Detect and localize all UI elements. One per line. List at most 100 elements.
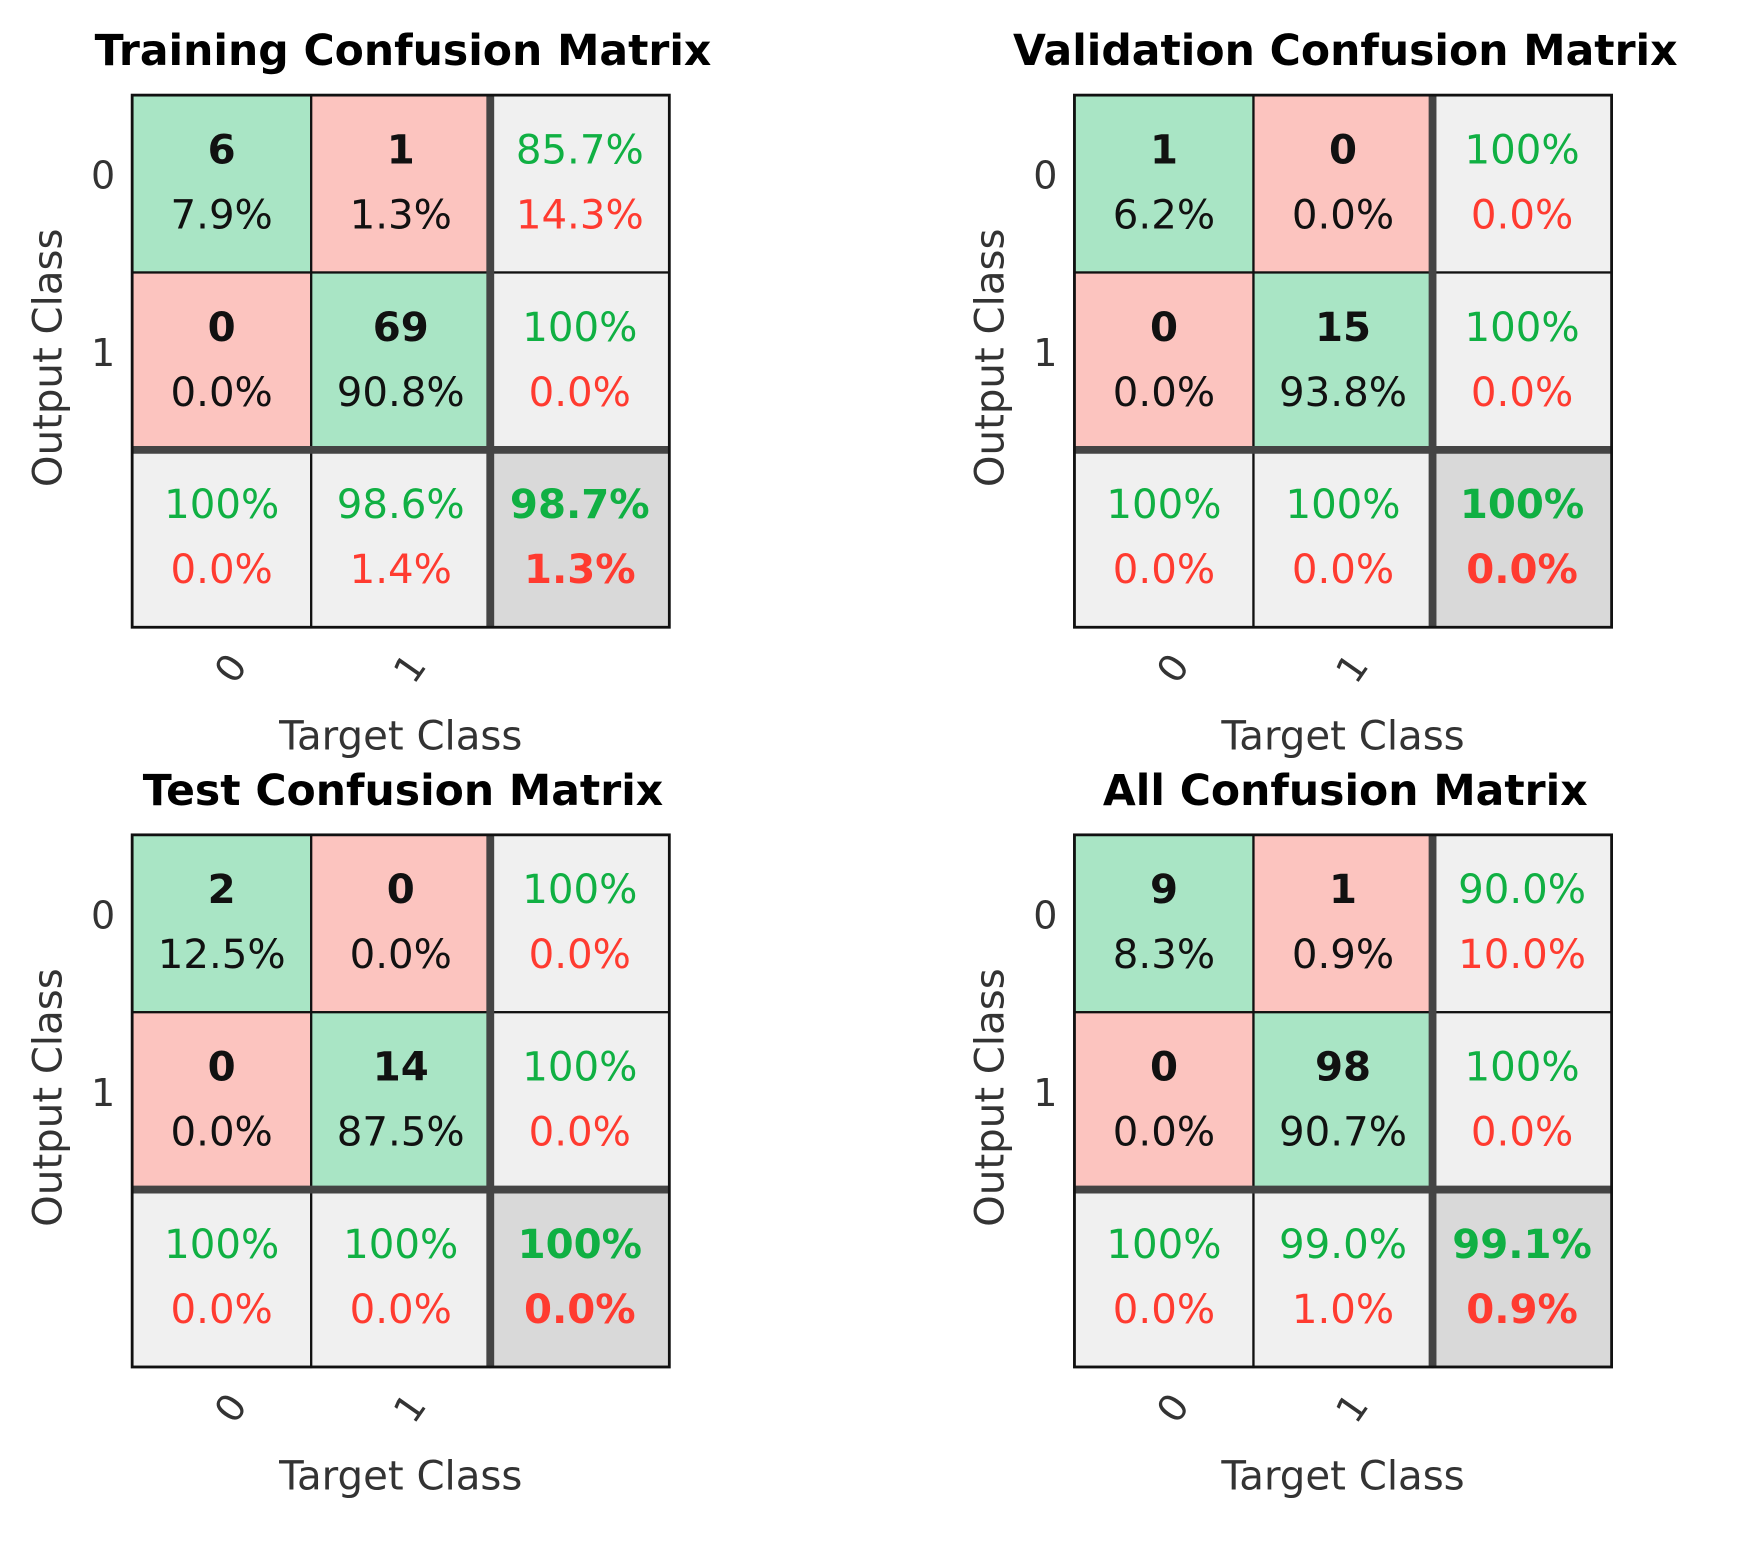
y-tick-label: 0 bbox=[91, 893, 115, 937]
cell bbox=[1252, 94, 1434, 274]
cell-text: 100% bbox=[522, 867, 637, 913]
cell-text: 10.0% bbox=[1458, 932, 1586, 978]
cell-text: 0 bbox=[1329, 127, 1357, 173]
cell bbox=[1431, 1011, 1613, 1191]
y-tick-label: 1 bbox=[91, 1071, 115, 1115]
cell-text: 15 bbox=[1315, 305, 1371, 351]
cell-text: 87.5% bbox=[337, 1109, 465, 1155]
y-axis-label: Output Class bbox=[968, 229, 1014, 488]
cell bbox=[489, 94, 671, 274]
y-tick-label: 0 bbox=[1033, 154, 1057, 198]
cell-text: 100% bbox=[164, 1222, 279, 1268]
y-tick-label: 0 bbox=[1033, 893, 1057, 937]
cell-text: 100% bbox=[1465, 127, 1580, 173]
cell-text: 93.8% bbox=[1279, 370, 1407, 416]
x-tick-label: 1 bbox=[1327, 1386, 1377, 1431]
cell-text: 0.0% bbox=[1471, 192, 1573, 238]
cell-text: 99.1% bbox=[1452, 1222, 1592, 1268]
cell bbox=[489, 448, 671, 629]
cell-text: 1.0% bbox=[1292, 1287, 1394, 1333]
cell-text: 0.9% bbox=[1466, 1287, 1578, 1333]
cell bbox=[1252, 833, 1434, 1014]
y-tick-label: 1 bbox=[91, 331, 115, 375]
x-axis-label: Target Class bbox=[1220, 714, 1464, 760]
x-tick-label: 0 bbox=[1148, 646, 1198, 691]
cell-text: 1 bbox=[1150, 127, 1178, 173]
x-tick-label: 1 bbox=[385, 646, 435, 691]
cell-text: 0 bbox=[208, 1045, 236, 1091]
cell bbox=[489, 271, 671, 451]
cell-text: 12.5% bbox=[158, 932, 286, 978]
x-tick-label: 0 bbox=[206, 646, 256, 691]
cell-text: 99.0% bbox=[1279, 1222, 1407, 1268]
cell bbox=[131, 1188, 313, 1369]
cell-text: 1 bbox=[387, 127, 415, 173]
cell-text: 100% bbox=[522, 305, 637, 351]
cell bbox=[310, 271, 492, 451]
cell-text: 0.0% bbox=[529, 1109, 631, 1155]
cell-text: 0.0% bbox=[171, 547, 273, 593]
cell-text: 90.7% bbox=[1279, 1109, 1407, 1155]
cell-text: 0.0% bbox=[350, 1287, 452, 1333]
chart-title: Training Confusion Matrix bbox=[95, 27, 712, 76]
frame bbox=[1073, 833, 1614, 1369]
cell-text: 1.3% bbox=[350, 192, 452, 238]
cell-text: 14 bbox=[373, 1045, 429, 1091]
cell-text: 7.9% bbox=[171, 192, 273, 238]
cell-text: 100% bbox=[1465, 305, 1580, 351]
cell-text: 0 bbox=[208, 305, 236, 351]
cell bbox=[1252, 448, 1434, 629]
cell-text: 0.0% bbox=[171, 370, 273, 416]
cell bbox=[1073, 1011, 1255, 1191]
x-tick-label: 1 bbox=[385, 1386, 435, 1431]
cell-text: 1.3% bbox=[524, 547, 636, 593]
cell-text: 14.3% bbox=[516, 192, 644, 238]
frame bbox=[1073, 93, 1614, 629]
x-axis-label: Target Class bbox=[278, 1453, 522, 1499]
cell-text: 98.6% bbox=[337, 482, 465, 528]
cell-text: 0.0% bbox=[1292, 192, 1394, 238]
cell bbox=[1431, 271, 1613, 451]
cell-text: 100% bbox=[1460, 482, 1584, 528]
cell-text: 100% bbox=[164, 482, 279, 528]
cell-text: 85.7% bbox=[516, 127, 644, 173]
cell-text: 90.0% bbox=[1458, 867, 1586, 913]
cell-text: 100% bbox=[1285, 482, 1400, 528]
cell bbox=[1431, 448, 1613, 629]
cell-text: 100% bbox=[1106, 482, 1221, 528]
cell bbox=[1252, 1011, 1434, 1191]
cell-text: 6 bbox=[208, 127, 236, 173]
y-axis-label: Output Class bbox=[25, 229, 71, 488]
cell-text: 2 bbox=[208, 867, 236, 913]
chart-title: All Confusion Matrix bbox=[1103, 767, 1588, 816]
cell-text: 0.0% bbox=[1113, 547, 1215, 593]
cell-text: 0 bbox=[1150, 1045, 1178, 1091]
cell-text: 0.0% bbox=[529, 370, 631, 416]
cell-text: 1.4% bbox=[350, 547, 452, 593]
cell bbox=[310, 94, 492, 274]
cell bbox=[1431, 94, 1613, 274]
y-tick-label: 1 bbox=[1033, 331, 1057, 375]
cell bbox=[1073, 833, 1255, 1014]
cell-text: 9 bbox=[1150, 867, 1178, 913]
cell-text: 100% bbox=[343, 1222, 458, 1268]
cell-text: 0.0% bbox=[171, 1109, 273, 1155]
frame bbox=[130, 833, 671, 1369]
cell bbox=[1431, 833, 1613, 1014]
cell-text: 6.2% bbox=[1113, 192, 1215, 238]
cell bbox=[131, 271, 313, 451]
cell bbox=[310, 833, 492, 1014]
cell-text: 0 bbox=[1150, 305, 1178, 351]
cell bbox=[1431, 1188, 1613, 1369]
cell bbox=[1073, 1188, 1255, 1369]
y-axis-label: Output Class bbox=[968, 968, 1014, 1227]
cell bbox=[131, 448, 313, 629]
cell-text: 0.9% bbox=[1292, 932, 1394, 978]
x-axis-label: Target Class bbox=[1220, 1453, 1464, 1499]
cell bbox=[1252, 271, 1434, 451]
cell-text: 100% bbox=[1465, 1045, 1580, 1091]
cell bbox=[1073, 271, 1255, 451]
cell-text: 0.0% bbox=[1113, 370, 1215, 416]
